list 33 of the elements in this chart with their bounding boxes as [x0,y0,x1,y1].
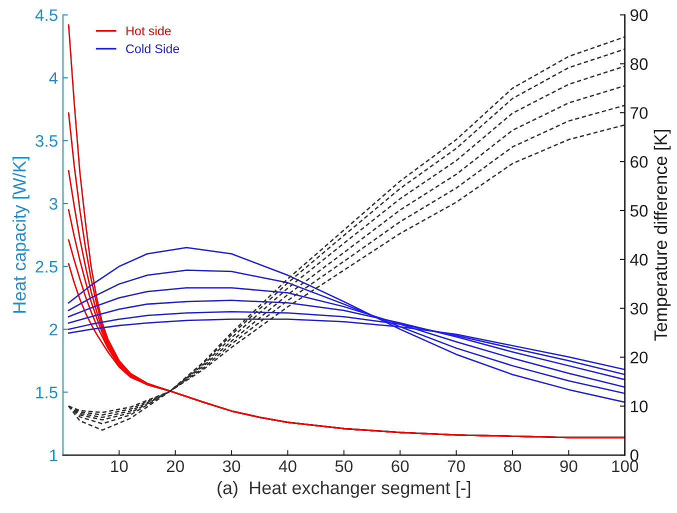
x-tick-label: 30 [222,460,240,472]
y2-tick-label: 40 [630,254,648,266]
y-tick-label: 2 [50,324,58,336]
y2-tick-label: 0 [630,449,638,462]
y-tick-label: 3 [49,198,58,210]
x-tick-label: 100 [612,460,638,472]
x-tick-label: 10 [111,460,128,472]
y2-tick-label: 70 [630,107,648,119]
y2-tick-label: 20 [630,352,648,364]
y2-tick-label: 80 [630,58,648,70]
y-tick-label: 1.5 [36,386,58,398]
y2-tick-label: 30 [630,302,648,315]
x-tick-label: 20 [166,460,184,472]
y2-axis-title: Temperature difference [K] [654,130,671,341]
y-tick-label: 4 [49,72,58,84]
y2-tick-label: 90 [630,9,648,22]
legend-label: Cold Side [126,44,180,54]
x-tick-label: 70 [448,460,465,472]
x-tick-label: 60 [392,460,409,472]
y-tick-label: 2.5 [36,260,58,273]
x-tick-label: 40 [278,460,296,472]
y-tick-label: 1 [50,450,58,462]
y2-tick-label: 50 [630,204,648,217]
y2-tick-label: 10 [631,400,648,412]
x-tick-label: 80 [504,460,522,472]
y-tick-label: 3.5 [36,135,58,147]
y2-tick-label: 60 [630,156,648,168]
y-axis-title: Heat capacity [W/K] [12,156,30,313]
legend-label: Hot side [126,26,171,36]
x-tick-label: 90 [560,460,578,472]
x-tick-label: 50 [335,460,353,472]
y-tick-label: 4.5 [35,9,58,22]
x-axis-title: (a) Heat exchanger segment [-] [218,480,470,498]
